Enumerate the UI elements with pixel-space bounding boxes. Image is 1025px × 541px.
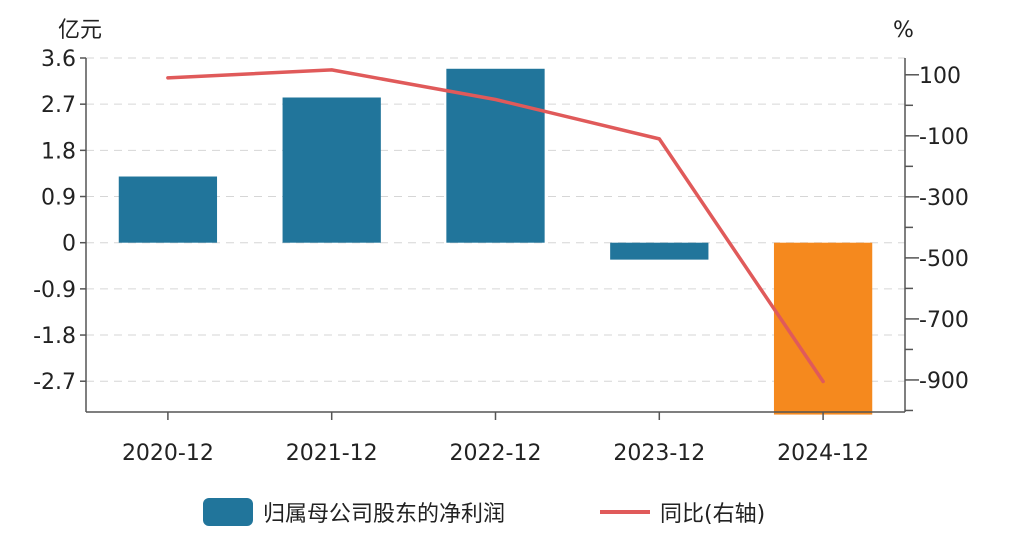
legend-label-line: 同比(右轴): [660, 502, 765, 527]
left-unit-label: 亿元: [58, 18, 102, 43]
x-tick-label-4: 2024-12: [777, 441, 869, 466]
left-tick-label-2: 1.8: [41, 139, 76, 164]
line-point-2021-12: [330, 68, 334, 72]
right-unit-label: %: [893, 18, 914, 43]
line-point-2022-12: [494, 98, 497, 102]
line-point-2024-12: [821, 379, 825, 383]
left-tick-label-5: -0.9: [33, 278, 76, 303]
left-tick-label-4: 0: [62, 232, 76, 257]
left-tick-label-0: 3.6: [41, 47, 76, 72]
bar-2021-12: [282, 97, 381, 243]
left-tick-label-3: 0.9: [41, 186, 76, 211]
x-tick-label-3: 2023-12: [613, 441, 705, 466]
left-tick-label-7: -2.7: [33, 370, 76, 395]
axes: [80, 57, 919, 420]
x-tick-label-2: 2022-12: [450, 441, 542, 466]
legend: 归属母公司股东的净利润 同比(右轴): [203, 498, 765, 527]
line-point-2023-12: [657, 137, 661, 141]
right-tick-label-0: 100: [919, 64, 961, 89]
right-tick-label-1: -100: [919, 125, 969, 150]
line-point-2020-12: [166, 76, 170, 80]
legend-swatch-bar: [203, 498, 253, 526]
x-tick-label-0: 2020-12: [122, 441, 214, 466]
line-series: [166, 68, 825, 384]
right-tick-label-4: -700: [919, 308, 969, 333]
tick-labels: 3.6 2.7 1.8 0.9 0 -0.9 -1.8 -2.7 100 -100 -300 -500…: [33, 47, 969, 466]
bar-2020-12: [118, 176, 218, 243]
x-tick-label-1: 2021-12: [286, 441, 378, 466]
right-tick-label-5: -900: [919, 369, 969, 394]
right-tick-label-3: -500: [919, 247, 969, 272]
bar-2023-12: [610, 242, 709, 260]
legend-label-bar: 归属母公司股东的净利润: [263, 502, 505, 527]
left-tick-label-6: -1.8: [33, 324, 76, 349]
right-tick-label-2: -300: [919, 186, 969, 211]
bar-2024-12: [773, 242, 873, 415]
bar-series: [118, 68, 873, 415]
left-tick-label-1: 2.7: [41, 93, 76, 118]
